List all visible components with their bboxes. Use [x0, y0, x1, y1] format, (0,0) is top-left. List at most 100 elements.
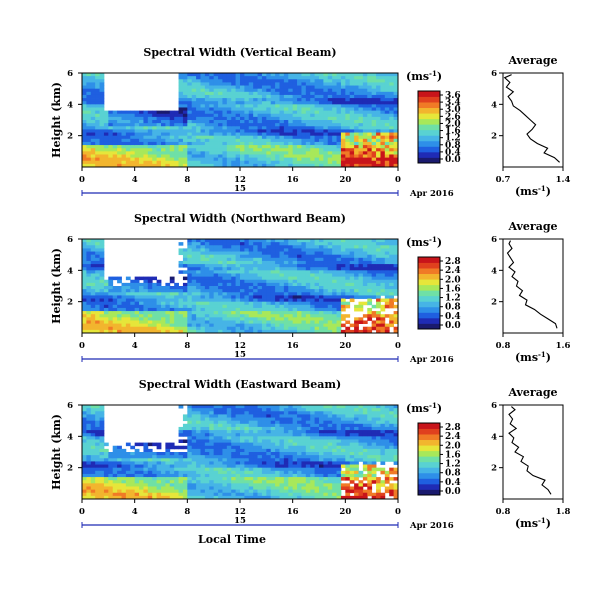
heatmap-cell	[135, 461, 140, 465]
heatmap-cell	[117, 458, 122, 462]
heatmap-cell	[253, 242, 258, 246]
heatmap-cell	[205, 264, 210, 268]
heatmap-cell	[130, 314, 135, 318]
heatmap-cell	[385, 292, 390, 296]
heatmap-cell	[165, 145, 170, 149]
heatmap-cell	[293, 305, 298, 309]
heatmap-cell	[174, 486, 179, 490]
heatmap-cell	[100, 104, 105, 108]
heatmap-cell	[280, 111, 285, 115]
heatmap-cell	[376, 123, 381, 127]
heatmap-cell	[306, 239, 311, 243]
heatmap-cell	[95, 283, 100, 287]
heatmap-cell	[126, 120, 131, 124]
heatmap-cell	[288, 320, 293, 324]
heatmap-cell	[284, 101, 289, 105]
heatmap-cell	[91, 311, 96, 315]
heatmap-cell	[205, 324, 210, 328]
heatmap-cell	[354, 117, 359, 121]
heatmap-cell	[231, 305, 236, 309]
heatmap-cell	[227, 248, 232, 252]
heatmap-cell	[91, 95, 96, 99]
heatmap-cell	[192, 142, 197, 146]
heatmap-cell	[310, 286, 315, 290]
heatmap-cell	[214, 449, 219, 453]
heatmap-cell	[214, 120, 219, 124]
heatmap-cell	[253, 421, 258, 425]
heatmap-cell	[174, 302, 179, 306]
heatmap-cell	[332, 255, 337, 259]
heatmap-cell	[192, 161, 197, 165]
heatmap-cell	[323, 286, 328, 290]
heatmap-cell	[337, 89, 342, 93]
heatmap-cell	[341, 123, 346, 127]
heatmap-cell	[262, 311, 267, 315]
heatmap-cell	[266, 139, 271, 143]
heatmap-cell	[209, 455, 214, 459]
heatmap-cell	[161, 308, 166, 312]
heatmap-cell	[345, 292, 350, 296]
heatmap-cell	[95, 82, 100, 86]
heatmap-cell	[385, 114, 390, 118]
heatmap-cell	[82, 120, 87, 124]
heatmap-cell	[284, 120, 289, 124]
heatmap-cell	[240, 242, 245, 246]
heatmap-cell	[222, 107, 227, 111]
heatmap-cell	[205, 148, 210, 152]
heatmap-cell	[240, 461, 245, 465]
heatmap-cell	[280, 320, 285, 324]
heatmap-cell	[108, 302, 113, 306]
heatmap-cell	[315, 248, 320, 252]
heatmap-cell	[372, 245, 377, 249]
heatmap-cell	[179, 433, 184, 437]
heatmap-cell	[214, 308, 219, 312]
heatmap-cell	[161, 493, 166, 497]
heatmap-cell	[113, 289, 118, 293]
heatmap-cell	[253, 411, 258, 415]
heatmap-cell	[152, 311, 157, 315]
heatmap-cell	[86, 261, 91, 265]
heatmap-cell	[214, 455, 219, 459]
heatmap-cell	[253, 314, 258, 318]
heatmap-cell	[328, 308, 333, 312]
heatmap-cell	[227, 455, 232, 459]
heatmap-cell	[249, 493, 254, 497]
heatmap-cell	[82, 314, 87, 318]
heatmap-cell	[253, 82, 258, 86]
heatmap-cell	[315, 148, 320, 152]
heatmap-cell	[319, 86, 324, 90]
heatmap-cell	[187, 79, 192, 83]
heatmap-cell	[271, 242, 276, 246]
heatmap-cell	[218, 79, 223, 83]
heatmap-cell	[227, 468, 232, 472]
heatmap-cell	[170, 327, 175, 331]
heatmap-cell	[315, 123, 320, 127]
heatmap-cell	[389, 136, 394, 140]
heatmap-cell	[135, 314, 140, 318]
heatmap-cell	[86, 126, 91, 130]
colorbar-swatch	[418, 285, 440, 291]
heatmap-cell	[367, 82, 372, 86]
heatmap-cell	[376, 136, 381, 140]
heatmap-cell	[174, 136, 179, 140]
heatmap-cell	[148, 305, 153, 309]
heatmap-cell	[385, 264, 390, 268]
heatmap-cell	[236, 107, 241, 111]
heatmap-cell	[363, 248, 368, 252]
heatmap-cell	[82, 136, 87, 140]
heatmap-cell	[249, 449, 254, 453]
heatmap-cell	[284, 295, 289, 299]
heatmap-cell	[179, 92, 184, 96]
heatmap-cell	[104, 295, 109, 299]
heatmap-cell	[359, 139, 364, 143]
heatmap-cell	[122, 486, 127, 490]
heatmap-cell	[122, 461, 127, 465]
heatmap-cell	[345, 79, 350, 83]
heatmap-cell	[380, 139, 385, 143]
heatmap-cell	[86, 424, 91, 428]
heatmap-cell	[122, 299, 127, 303]
heatmap-cell	[236, 414, 241, 418]
heatmap-cell	[117, 161, 122, 165]
heatmap-cell	[359, 117, 364, 121]
heatmap-cell	[315, 242, 320, 246]
